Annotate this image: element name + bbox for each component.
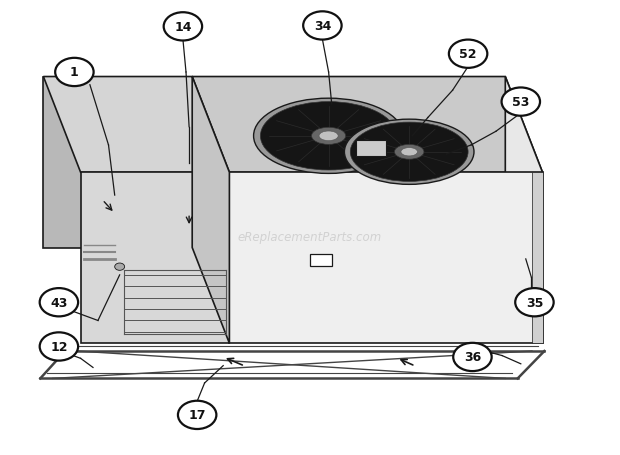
Text: 53: 53 <box>512 96 529 109</box>
Text: 17: 17 <box>188 409 206 421</box>
Circle shape <box>303 12 342 40</box>
Polygon shape <box>43 77 229 173</box>
Polygon shape <box>81 173 229 344</box>
Circle shape <box>453 343 492 371</box>
Ellipse shape <box>401 148 417 157</box>
Text: 43: 43 <box>50 296 68 309</box>
Text: 12: 12 <box>50 340 68 353</box>
Polygon shape <box>532 173 542 344</box>
Text: 14: 14 <box>174 21 192 34</box>
Ellipse shape <box>260 102 397 171</box>
Text: eReplacementParts.com: eReplacementParts.com <box>238 230 382 243</box>
Text: 1: 1 <box>70 66 79 79</box>
Circle shape <box>115 263 125 271</box>
Polygon shape <box>310 255 332 266</box>
Ellipse shape <box>254 99 404 174</box>
Text: 34: 34 <box>314 20 331 33</box>
Ellipse shape <box>319 132 338 142</box>
Text: 35: 35 <box>526 296 543 309</box>
Polygon shape <box>229 173 542 344</box>
Circle shape <box>449 40 487 69</box>
Ellipse shape <box>345 120 474 185</box>
Circle shape <box>515 288 554 317</box>
Polygon shape <box>192 77 229 344</box>
Circle shape <box>40 288 78 317</box>
Text: 52: 52 <box>459 48 477 61</box>
Circle shape <box>55 59 94 87</box>
Circle shape <box>40 333 78 361</box>
Circle shape <box>164 13 202 41</box>
Circle shape <box>178 401 216 429</box>
Text: 36: 36 <box>464 351 481 364</box>
Ellipse shape <box>312 128 346 145</box>
Polygon shape <box>43 77 192 248</box>
Ellipse shape <box>394 145 424 160</box>
Polygon shape <box>505 77 542 344</box>
FancyBboxPatch shape <box>356 141 386 157</box>
Ellipse shape <box>350 123 468 182</box>
Polygon shape <box>192 77 542 173</box>
Circle shape <box>502 88 540 116</box>
